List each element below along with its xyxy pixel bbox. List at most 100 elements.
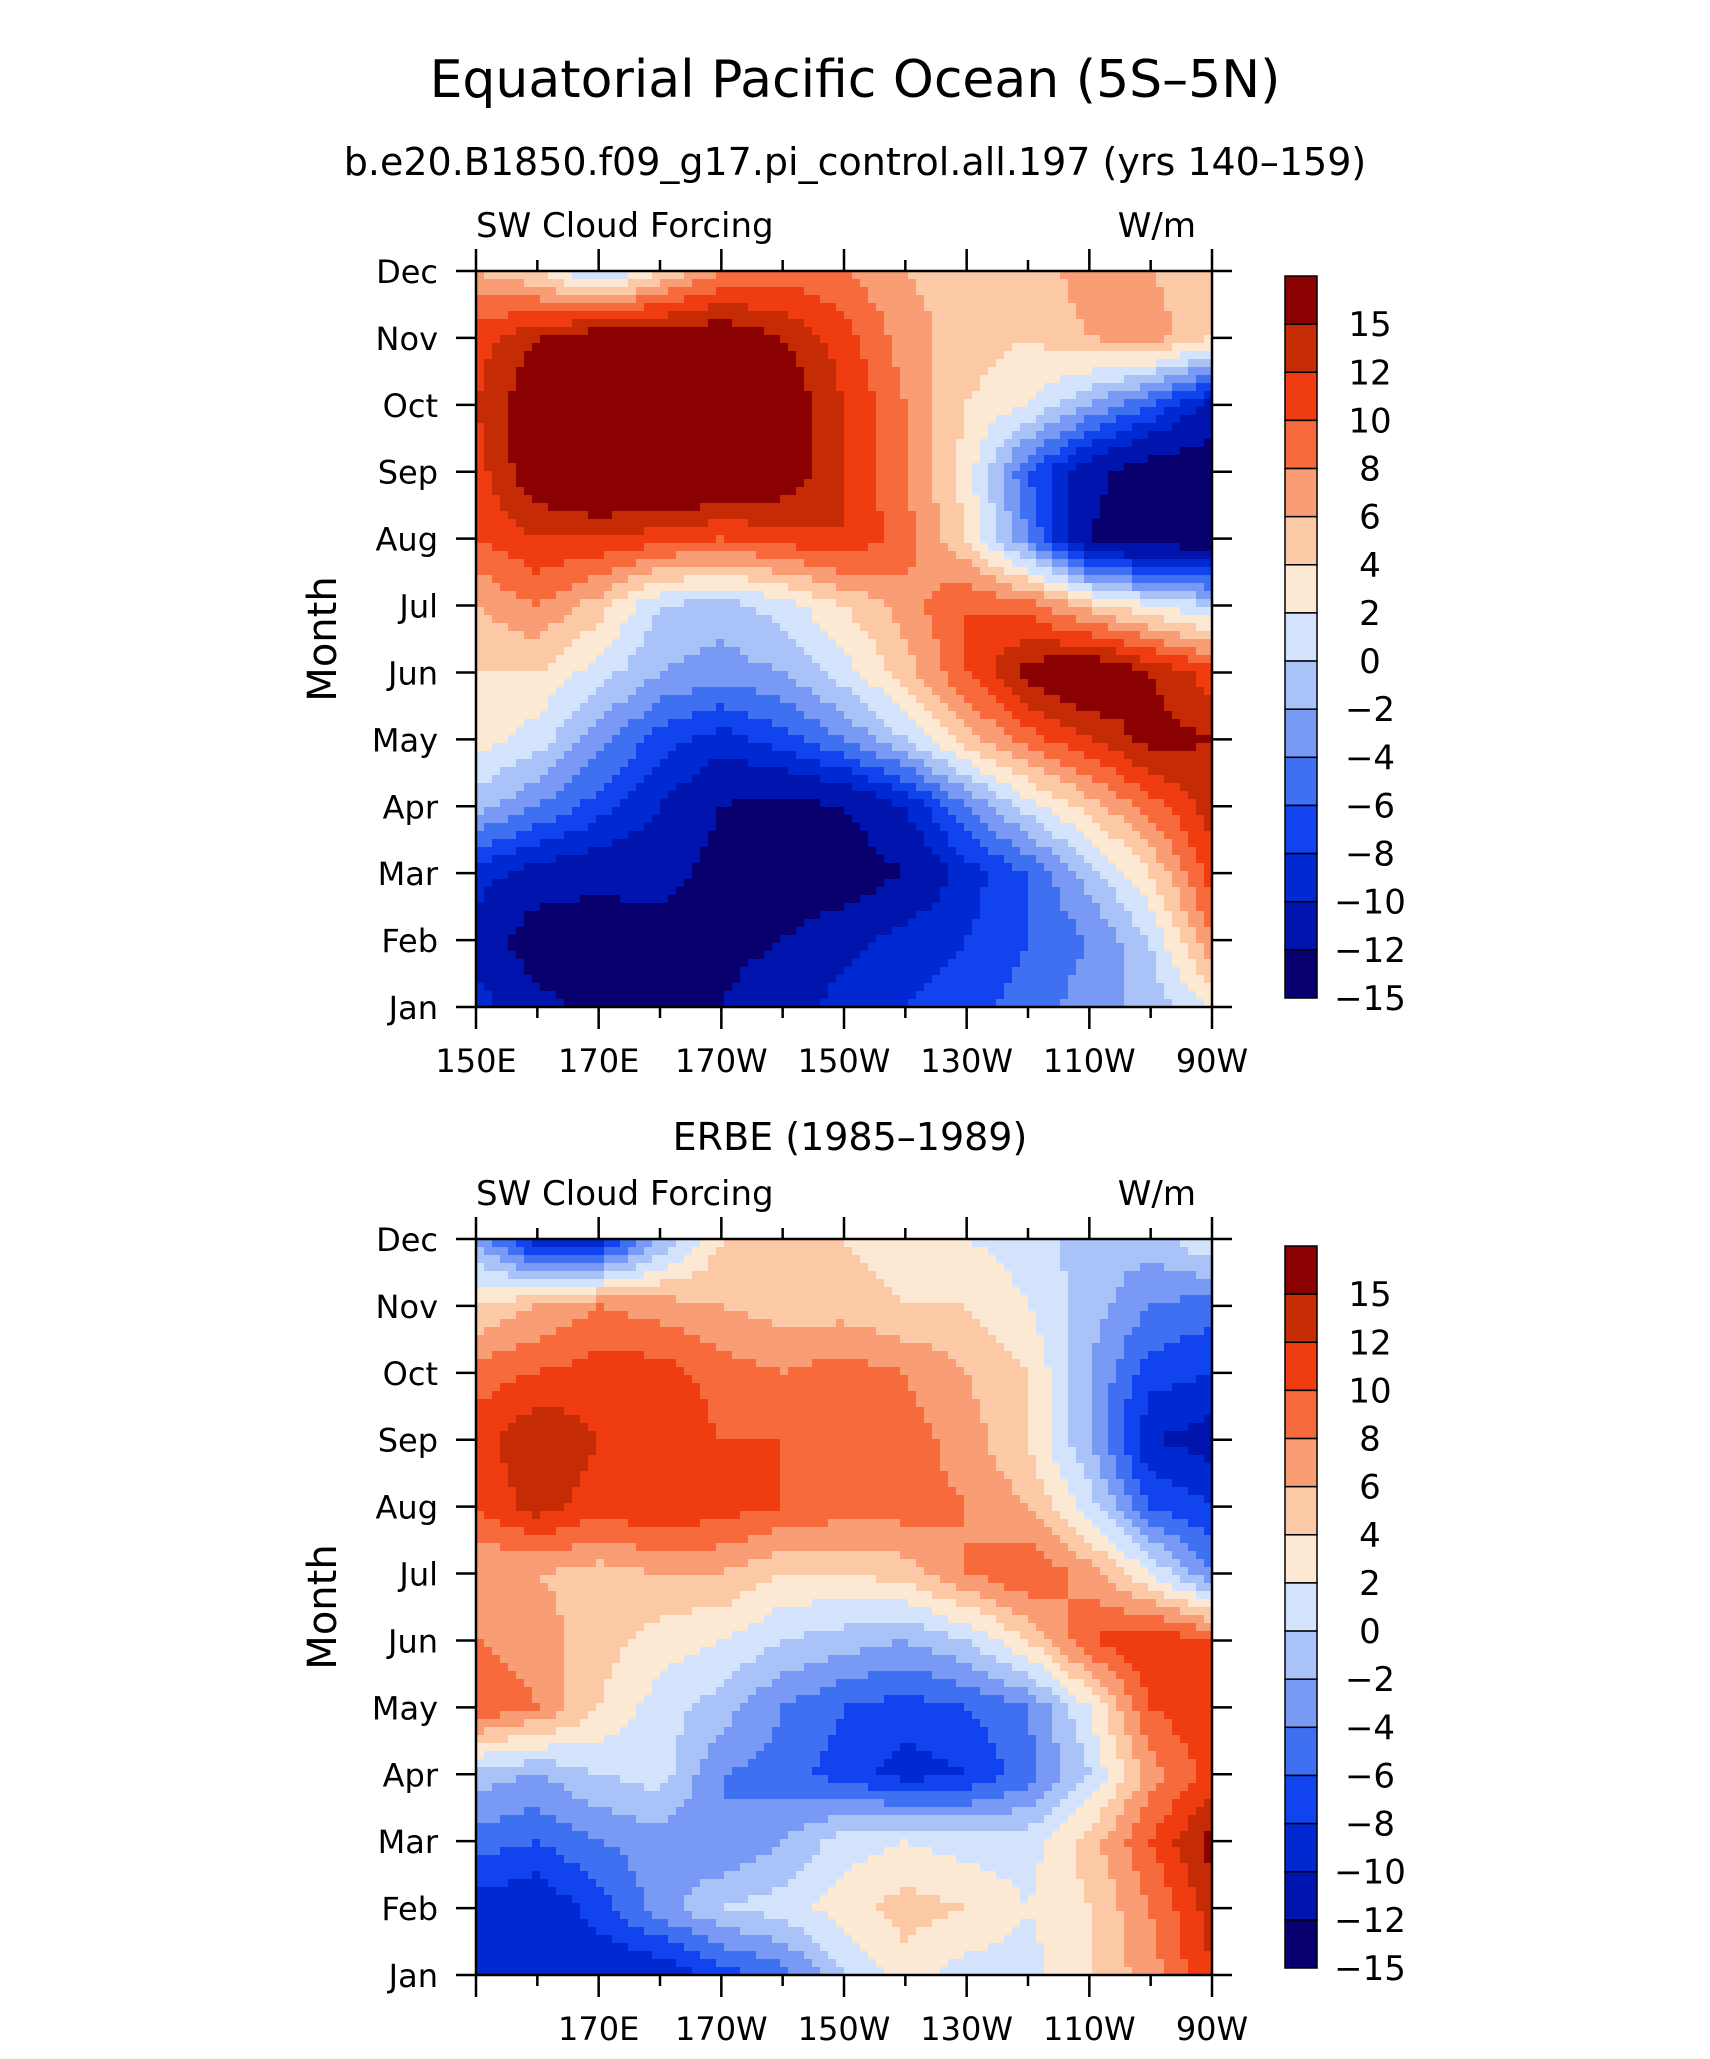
contour-cell — [836, 343, 845, 352]
contour-cell — [596, 423, 605, 432]
contour-cell — [868, 399, 877, 408]
contour-cell — [1188, 271, 1197, 280]
contour-cell — [1060, 575, 1069, 584]
contour-cell — [588, 311, 597, 320]
contour-cell — [964, 543, 973, 552]
contour-cell — [1044, 607, 1053, 616]
contour-cell — [700, 463, 709, 472]
contour-cell — [860, 439, 869, 448]
contour-cell — [724, 287, 733, 296]
contour-cell — [1004, 359, 1013, 368]
contour-cell — [604, 463, 613, 472]
contour-cell — [492, 671, 501, 680]
contour-cell — [828, 351, 837, 360]
contour-cell — [1100, 319, 1109, 328]
contour-cell — [892, 503, 901, 512]
contour-cell — [980, 303, 989, 312]
contour-cell — [788, 503, 797, 512]
contour-cell — [740, 287, 749, 296]
contour-cell — [884, 471, 893, 480]
contour-cell — [1124, 463, 1133, 472]
contour-cell — [956, 639, 965, 648]
contour-cell — [708, 455, 717, 464]
contour-cell — [812, 367, 821, 376]
contour-cell — [764, 671, 773, 680]
contour-cell — [1020, 663, 1029, 672]
contour-cell — [604, 327, 613, 336]
contour-cell — [540, 695, 549, 704]
contour-cell — [1060, 519, 1069, 528]
contour-cell — [868, 495, 877, 504]
contour-cell — [964, 391, 973, 400]
contour-cell — [708, 623, 717, 632]
contour-cell — [556, 543, 565, 552]
contour-cell — [628, 567, 637, 576]
contour-cell — [1140, 519, 1149, 528]
contour-cell — [516, 407, 525, 416]
contour-cell — [788, 415, 797, 424]
contour-cell — [1044, 271, 1053, 280]
contour-cell — [1108, 455, 1117, 464]
contour-cell — [612, 287, 621, 296]
contour-cell — [564, 663, 573, 672]
contour-cell — [644, 583, 653, 592]
contour-cell — [868, 663, 877, 672]
contour-cell — [524, 415, 533, 424]
contour-cell — [828, 639, 837, 648]
contour-cell — [1092, 695, 1101, 704]
contour-cell — [1164, 591, 1173, 600]
contour-cell — [1164, 431, 1173, 440]
contour-cell — [1204, 663, 1213, 672]
contour-cell — [1060, 463, 1069, 472]
contour-cell — [724, 439, 733, 448]
contour-cell — [1068, 591, 1077, 600]
contour-cell — [556, 519, 565, 528]
contour-cell — [1164, 375, 1173, 384]
contour-cell — [676, 463, 685, 472]
contour-cell — [740, 575, 749, 584]
contour-cell — [572, 599, 581, 608]
contour-cell — [820, 375, 829, 384]
contour-cell — [724, 375, 733, 384]
contour-cell — [700, 567, 709, 576]
contour-cell — [580, 519, 589, 528]
contour-cell — [588, 447, 597, 456]
contour-cell — [924, 447, 933, 456]
contour-cell — [1100, 663, 1109, 672]
contour-cell — [796, 303, 805, 312]
contour-cell — [700, 615, 709, 624]
contour-cell — [1172, 519, 1181, 528]
contour-cell — [780, 607, 789, 616]
contour-cell — [540, 335, 549, 344]
contour-cell — [588, 455, 597, 464]
contour-cell — [1188, 343, 1197, 352]
contour-cell — [828, 271, 837, 280]
contour-cell — [964, 639, 973, 648]
contour-cell — [972, 343, 981, 352]
contour-cell — [916, 567, 925, 576]
contour-cell — [940, 551, 949, 560]
contour-cell — [1052, 431, 1061, 440]
contour-cell — [844, 487, 853, 496]
contour-cell — [636, 463, 645, 472]
contour-cell — [1068, 479, 1077, 488]
contour-cell — [932, 671, 941, 680]
contour-cell — [604, 415, 613, 424]
contour-cell — [684, 527, 693, 536]
contour-cell — [996, 375, 1005, 384]
contour-cell — [644, 335, 653, 344]
contour-cell — [940, 599, 949, 608]
contour-cell — [1004, 679, 1013, 688]
contour-cell — [596, 375, 605, 384]
contour-cell — [836, 375, 845, 384]
contour-cell — [1060, 415, 1069, 424]
contour-cell — [652, 471, 661, 480]
contour-cell — [724, 591, 733, 600]
contour-cell — [604, 615, 613, 624]
contour-cell — [508, 311, 517, 320]
contour-cell — [1148, 295, 1157, 304]
contour-cell — [932, 471, 941, 480]
contour-cell — [740, 391, 749, 400]
contour-cell — [620, 407, 629, 416]
contour-cell — [660, 607, 669, 616]
